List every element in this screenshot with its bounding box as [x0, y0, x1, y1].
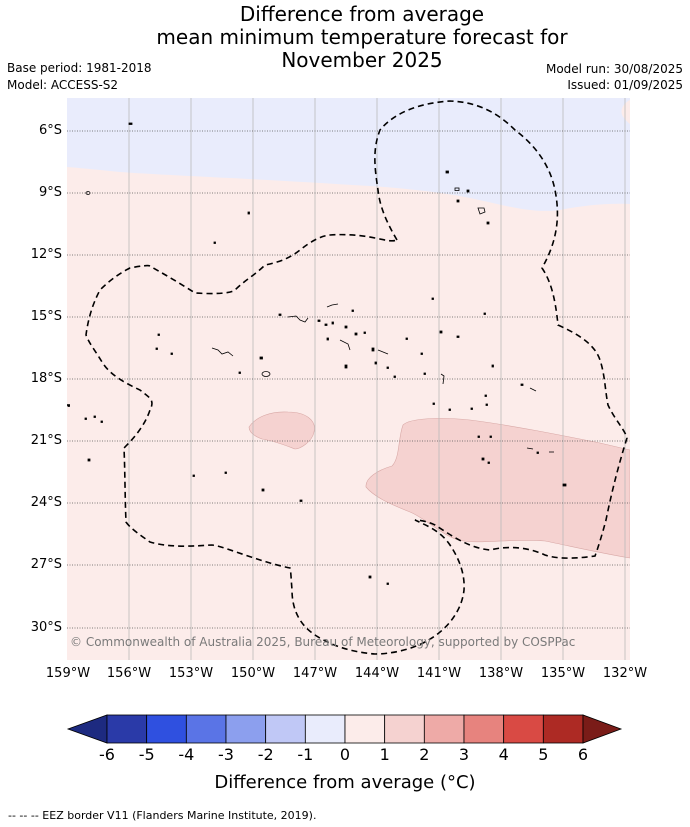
colorbar-label: 5: [538, 745, 549, 764]
colorbar-label: 0: [339, 745, 351, 764]
lon-tick-147w: 147°W: [292, 666, 338, 681]
colorbar-box: [344, 714, 386, 744]
base-period: Base period: 1981-2018: [7, 61, 152, 75]
colorbar-box: [423, 714, 465, 744]
colorbar-label: -6: [99, 745, 115, 764]
title-line-1: Difference from average: [239, 2, 485, 26]
lat-tick-6s: 6°S: [38, 123, 62, 138]
lat-tick-30s: 30°S: [30, 620, 62, 635]
colorbar-box: [384, 714, 425, 744]
lon-tick-141w: 141°W: [416, 666, 462, 681]
lon-tick-150w: 150°W: [230, 666, 276, 681]
lon-tick-156w: 156°W: [106, 666, 152, 681]
colorbar-box: [542, 714, 584, 744]
map-plot: [67, 98, 630, 660]
eez-footnote: -- -- -- EEZ border V11 (Flanders Marine…: [8, 809, 317, 822]
lon-tick-144w: 144°W: [354, 666, 400, 681]
issued-date: Issued: 01/09/2025: [567, 78, 683, 92]
lat-tick-15s: 15°S: [30, 309, 62, 324]
colorbar-label: -4: [178, 745, 195, 764]
gridlines: [128, 98, 626, 660]
colorbar-label: 3: [458, 745, 470, 764]
colorbar-box: [146, 714, 187, 744]
lon-tick-159w: 159°W: [45, 666, 91, 681]
colorbar-label: -1: [297, 745, 314, 764]
warm-patch-west: [248, 411, 315, 450]
colorbar-label: 2: [419, 745, 430, 764]
colorbar-box: [265, 714, 306, 744]
lat-tick-12s: 12°S: [30, 247, 62, 262]
cool-region: [67, 98, 630, 211]
colorbar-label: 1: [379, 745, 390, 764]
colorbar-box: [225, 714, 267, 744]
lon-tick-132w: 132°W: [602, 666, 648, 681]
model-name: Model: ACCESS-S2: [7, 78, 119, 92]
title-line-3: November 2025: [281, 48, 443, 72]
eez-border: [85, 100, 628, 655]
lat-tick-21s: 21°S: [30, 433, 62, 448]
lat-tick-9s: 9°S: [38, 185, 62, 200]
warm-spot-northeast: [621, 100, 630, 124]
colorbar-label: -5: [138, 745, 155, 764]
lon-tick-135w: 135°W: [540, 666, 586, 681]
colorbar-label: 6: [577, 745, 589, 764]
colorbar-box: [463, 714, 505, 744]
colorbar-box: [106, 714, 148, 744]
colorbar-boxes: [106, 714, 584, 744]
lat-tick-24s: 24°S: [30, 495, 62, 510]
colorbar-box: [304, 714, 346, 744]
colorbar-label: -3: [218, 745, 234, 764]
copyright-notice: © Commonwealth of Australia 2025, Bureau…: [70, 635, 576, 649]
lon-tick-138w: 138°W: [478, 666, 524, 681]
colorbar-under-arrow: [66, 714, 108, 744]
colorbar: [66, 714, 623, 744]
lat-tick-18s: 18°S: [30, 371, 62, 386]
colorbar-box: [503, 714, 544, 744]
colorbar-title: Difference from average (°C): [214, 772, 476, 793]
colorbar-label: 4: [498, 745, 509, 764]
colorbar-label: -2: [257, 745, 274, 764]
lon-tick-153w: 153°W: [168, 666, 214, 681]
title-line-2: mean minimum temperature forecast for: [156, 25, 568, 49]
colorbar-box: [185, 714, 227, 744]
islands: [67, 122, 567, 585]
colorbar-over-arrow: [582, 714, 623, 744]
lat-tick-27s: 27°S: [30, 557, 62, 572]
model-run: Model run: 30/08/2025: [545, 62, 683, 76]
